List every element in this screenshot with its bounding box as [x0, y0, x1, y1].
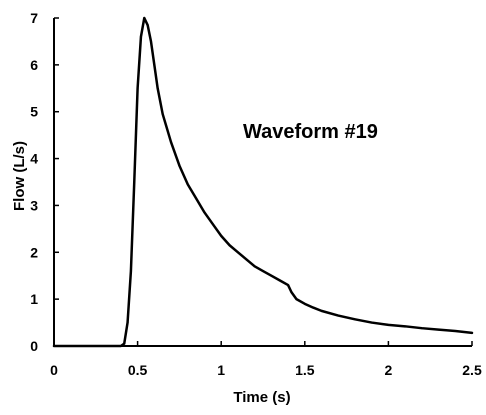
- data-point: [262, 270, 264, 273]
- axes: [53, 18, 472, 347]
- data-point: [253, 265, 256, 268]
- data-point: [53, 345, 55, 347]
- data-point: [404, 325, 407, 328]
- data-point: [156, 87, 159, 90]
- data-point: [136, 87, 139, 90]
- data-point: [320, 309, 323, 312]
- y-tick-label: 4: [30, 151, 38, 167]
- data-point: [119, 345, 122, 347]
- data-point: [178, 164, 181, 167]
- data-point: [353, 318, 356, 321]
- data-point: [161, 113, 164, 116]
- data-point: [133, 181, 136, 183]
- data-point: [126, 321, 129, 324]
- data-point: [245, 258, 248, 261]
- data-point: [129, 270, 132, 273]
- data-point: [312, 306, 315, 309]
- data-point: [420, 327, 423, 330]
- data-point: [471, 331, 473, 334]
- x-tick-label: 2: [385, 362, 393, 378]
- ticks: [53, 17, 473, 347]
- y-tick-label: 3: [30, 197, 38, 213]
- data-point: [303, 302, 306, 305]
- y-tick-label: 1: [30, 291, 38, 307]
- data-point: [270, 274, 273, 277]
- data-point: [370, 321, 373, 324]
- data-point: [211, 223, 214, 226]
- x-axis-title: Time (s): [233, 389, 290, 406]
- y-tick-label: 7: [30, 10, 38, 26]
- data-point: [337, 314, 340, 317]
- data-point: [153, 63, 156, 66]
- y-tick-label: 5: [30, 104, 38, 120]
- y-tick-label: 2: [30, 244, 38, 260]
- data-point: [290, 291, 293, 294]
- x-tick-label: 0.5: [128, 362, 148, 378]
- waveform-annotation: Waveform #19: [243, 121, 378, 143]
- data-point: [146, 24, 149, 27]
- data-point: [228, 244, 231, 247]
- x-tick-label: 2.5: [462, 362, 482, 378]
- data-point: [287, 284, 290, 287]
- data-point: [139, 35, 142, 38]
- data-point: [387, 323, 390, 326]
- x-tick-label: 1.5: [295, 362, 315, 378]
- y-tick-label: 0: [30, 338, 38, 354]
- data-point: [149, 40, 152, 43]
- x-tick-label: 1: [217, 362, 225, 378]
- data-point: [236, 251, 239, 254]
- series-line: [52, 16, 474, 348]
- data-point: [123, 342, 126, 345]
- y-tick-label: 6: [30, 57, 38, 73]
- series-points: [53, 17, 473, 347]
- data-point: [454, 330, 457, 333]
- data-point: [203, 211, 206, 214]
- tick-labels: 0 0.5 1 1.5 2 2.5 0 1 2 3 4 5 6 7: [30, 10, 482, 378]
- data-point: [220, 234, 223, 237]
- data-point: [195, 197, 198, 200]
- data-point: [437, 328, 440, 331]
- data-point: [278, 279, 281, 282]
- x-tick-label: 0: [50, 362, 58, 378]
- data-point: [170, 141, 173, 144]
- data-point: [143, 17, 146, 19]
- data-point: [295, 298, 298, 301]
- y-axis-title: Flow (L/s): [11, 141, 28, 211]
- data-point: [186, 183, 189, 186]
